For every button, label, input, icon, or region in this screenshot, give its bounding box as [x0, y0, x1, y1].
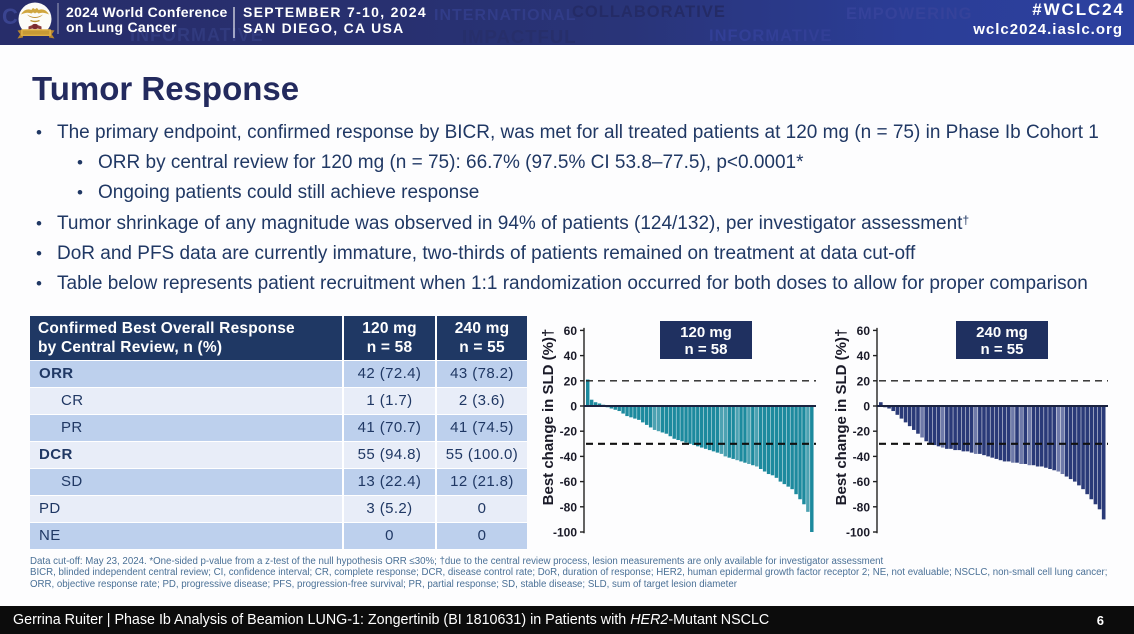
- svg-text:20: 20: [564, 374, 578, 388]
- svg-text:-80: -80: [560, 500, 578, 514]
- svg-text:0: 0: [570, 400, 577, 414]
- svg-text:n = 58: n = 58: [685, 341, 728, 358]
- svg-text:40: 40: [564, 349, 578, 363]
- svg-text:-60: -60: [560, 475, 578, 489]
- svg-text:-40: -40: [560, 450, 578, 464]
- svg-text:120 mg: 120 mg: [680, 324, 732, 341]
- svg-text:60: 60: [564, 324, 578, 338]
- svg-text:240 mg: 240 mg: [976, 324, 1028, 341]
- svg-text:-100: -100: [553, 526, 577, 540]
- svg-text:20: 20: [857, 374, 871, 388]
- svg-text:Best change in SLD (%)†: Best change in SLD (%)†: [833, 329, 850, 506]
- svg-text:-80: -80: [853, 500, 871, 514]
- svg-text:0: 0: [863, 400, 870, 414]
- svg-text:Best change in SLD (%)†: Best change in SLD (%)†: [540, 329, 557, 506]
- svg-text:-40: -40: [853, 450, 871, 464]
- svg-text:n = 55: n = 55: [981, 341, 1024, 358]
- svg-text:-60: -60: [853, 475, 871, 489]
- svg-text:-20: -20: [560, 425, 578, 439]
- svg-text:60: 60: [857, 324, 871, 338]
- svg-text:-100: -100: [846, 526, 870, 540]
- svg-text:40: 40: [857, 349, 871, 363]
- svg-text:-20: -20: [853, 425, 871, 439]
